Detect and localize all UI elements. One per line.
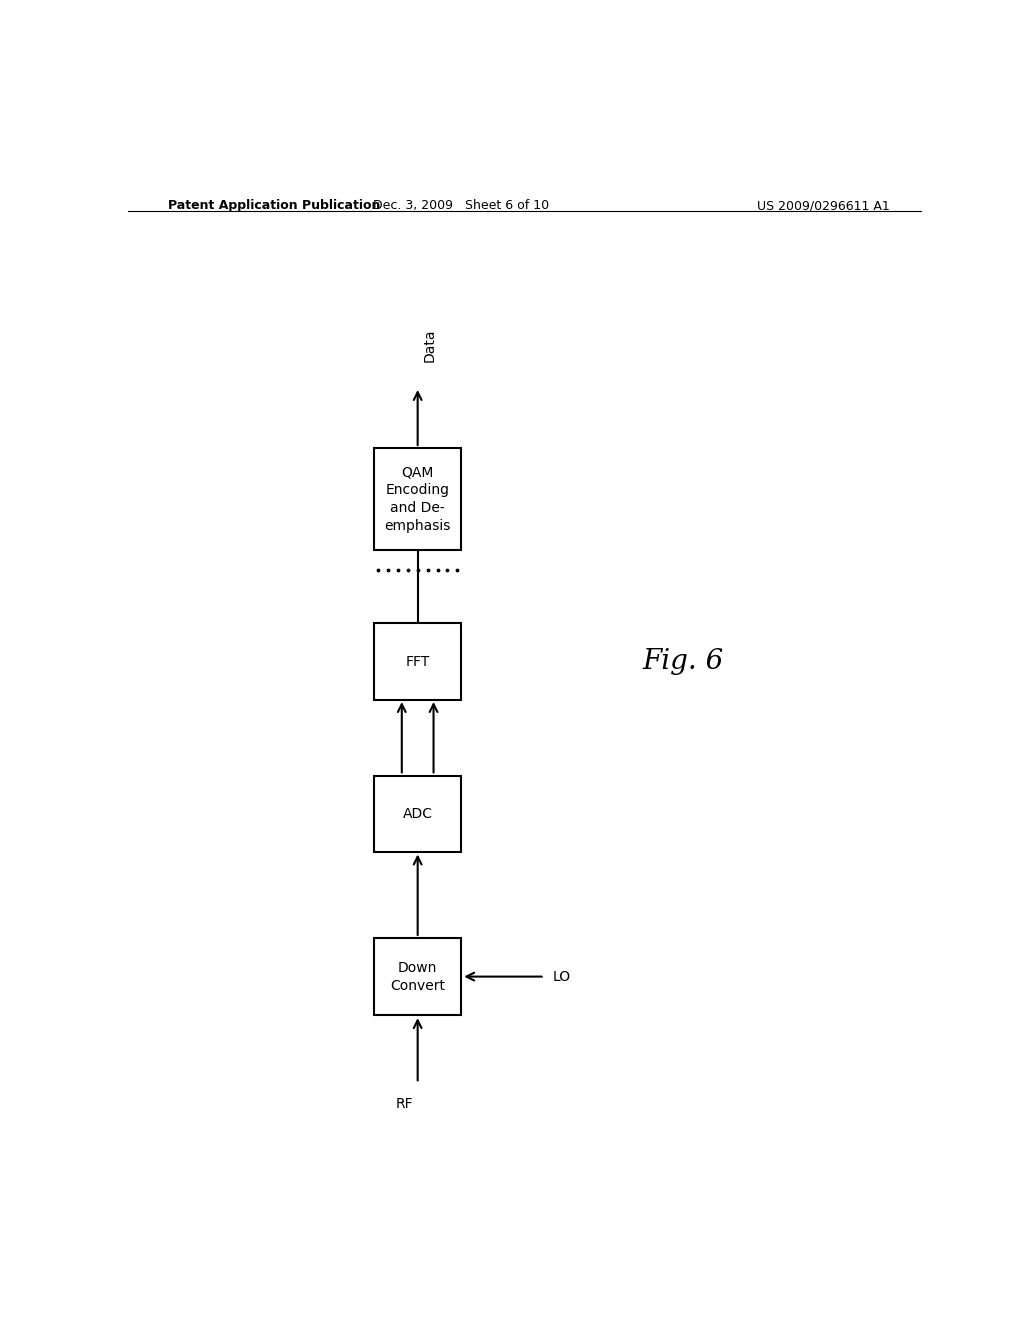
Text: QAM
Encoding
and De-
emphasis: QAM Encoding and De- emphasis <box>384 465 451 533</box>
Text: FFT: FFT <box>406 655 430 668</box>
Text: Patent Application Publication: Patent Application Publication <box>168 199 380 213</box>
Text: RF: RF <box>395 1097 413 1110</box>
Bar <box>374 939 461 1015</box>
Text: ADC: ADC <box>402 807 433 821</box>
Text: LO: LO <box>553 970 570 983</box>
Text: Fig. 6: Fig. 6 <box>643 648 724 675</box>
Text: Data: Data <box>423 329 436 362</box>
Text: Dec. 3, 2009   Sheet 6 of 10: Dec. 3, 2009 Sheet 6 of 10 <box>374 199 549 213</box>
Bar <box>374 776 461 853</box>
Bar <box>374 447 461 549</box>
Text: US 2009/0296611 A1: US 2009/0296611 A1 <box>757 199 890 213</box>
Bar <box>374 623 461 700</box>
Text: Down
Convert: Down Convert <box>390 961 445 993</box>
